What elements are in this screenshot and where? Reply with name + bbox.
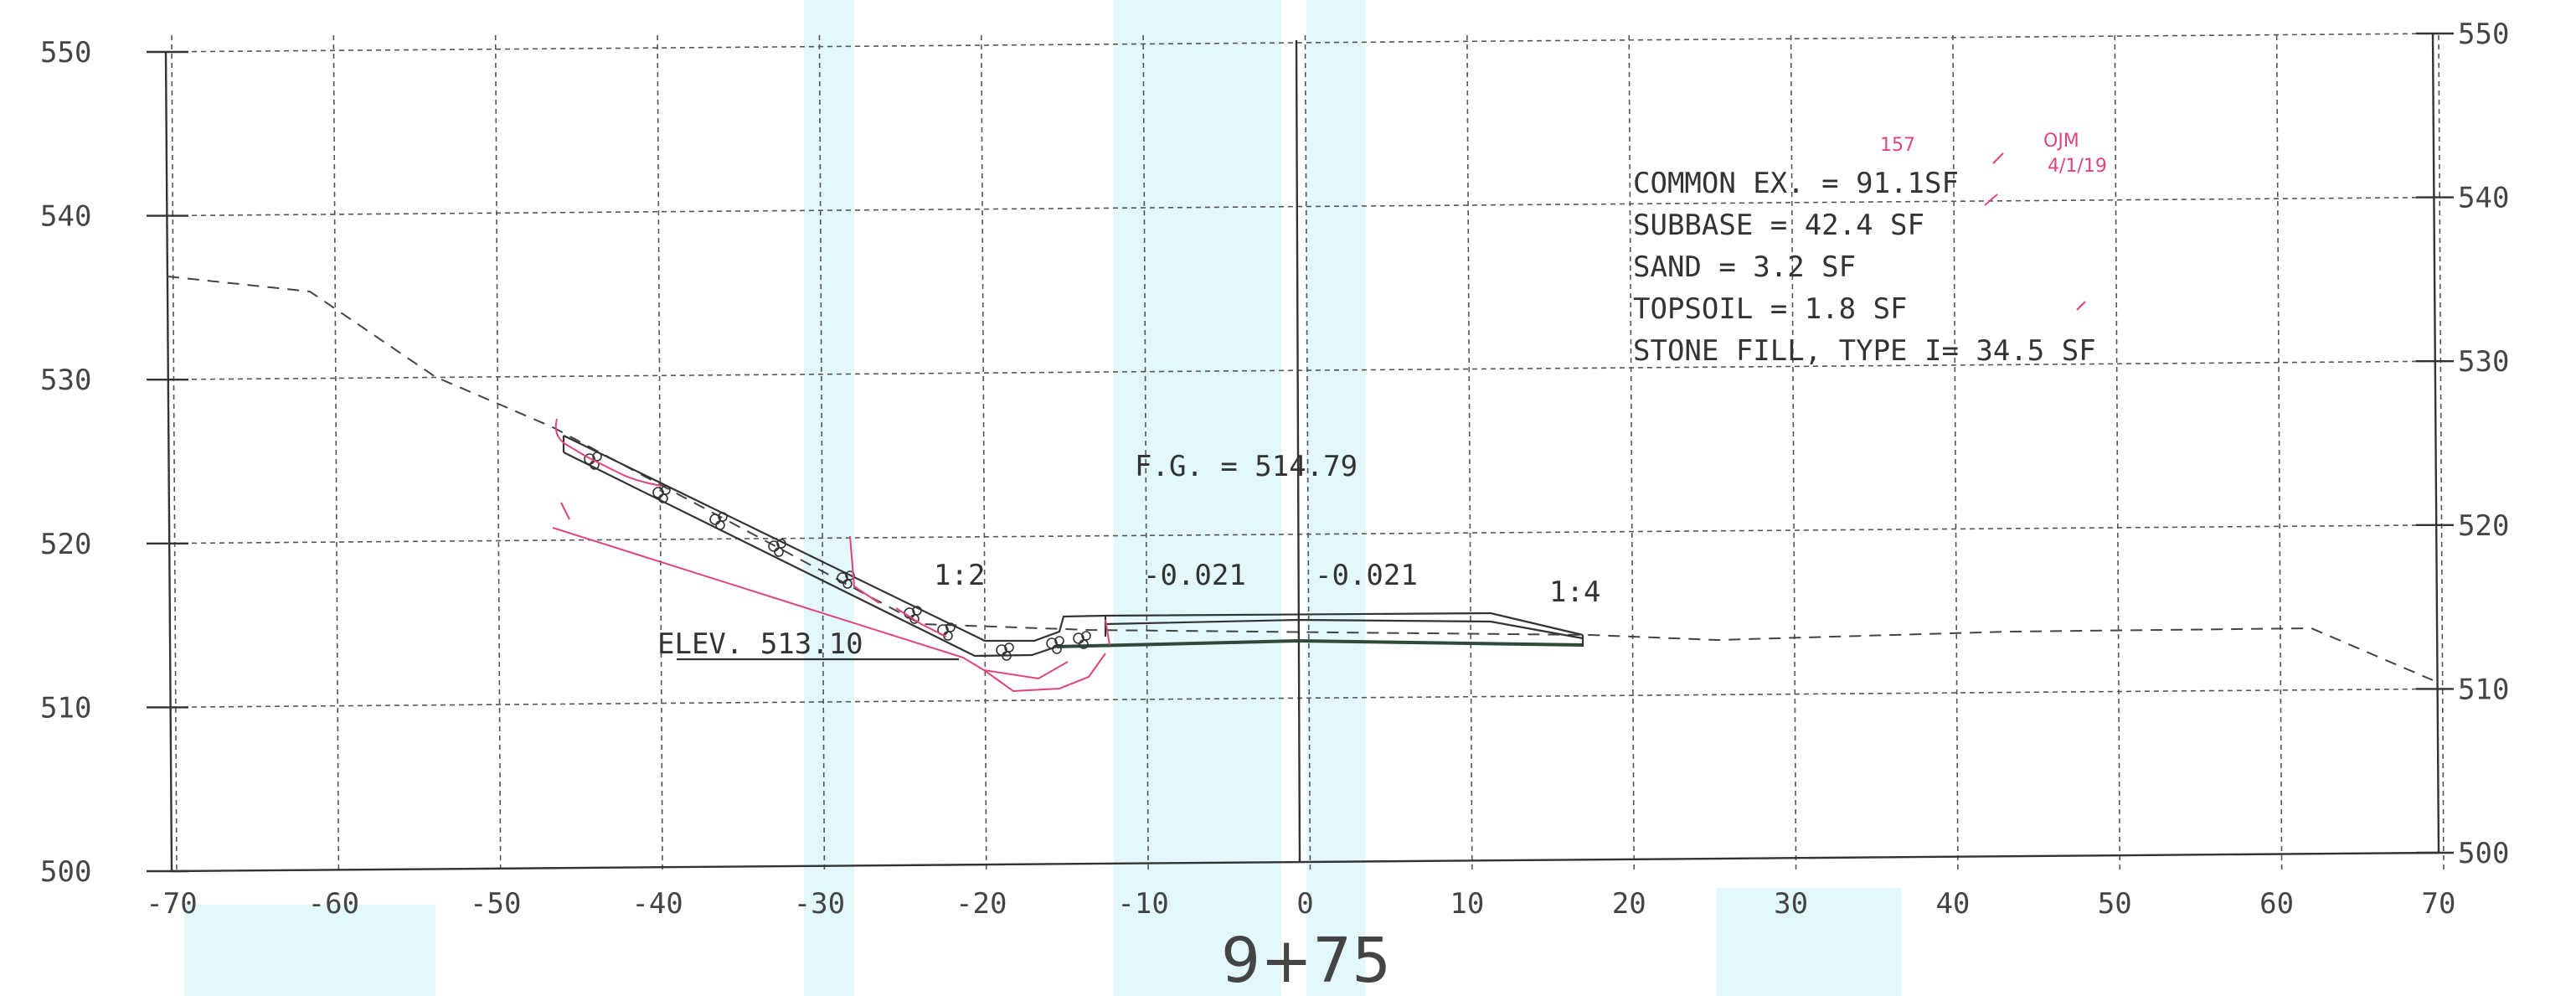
quantity-line: SUBBASE = 42.4 SF: [1633, 209, 1924, 242]
existing-ground-line: [167, 276, 2434, 681]
x-tick-label: -20: [956, 887, 1007, 921]
elevation-label: ELEV. 513.10: [657, 627, 863, 661]
stone-symbol: [937, 622, 956, 641]
slope-right-label: 1:4: [1549, 575, 1600, 609]
stone-symbol: [837, 570, 855, 589]
stone-fill-symbols: [584, 452, 1091, 661]
scan-tint: [184, 0, 1901, 996]
y-tick-label-right: 540: [2458, 182, 2509, 215]
slope-left-label: 1:2: [934, 559, 985, 592]
proposed-section: [562, 435, 1584, 661]
y-tick-label-left: 530: [40, 364, 91, 397]
stone-symbol: [996, 642, 1014, 661]
x-tick-label: 0: [1296, 887, 1313, 921]
x-tick-label: 70: [2422, 887, 2456, 921]
finish-grade-label: F.G. = 514.79: [1135, 450, 1358, 483]
cross-slope-left-label: -0.021: [1143, 559, 1246, 592]
x-tick-label: -60: [308, 887, 359, 921]
x-tick-label: 20: [1612, 887, 1646, 921]
annotations: F.G. = 514.79 1:2 1:4 -0.021 -0.021 ELEV…: [657, 167, 2096, 996]
stone-symbol: [709, 512, 728, 530]
y-tick-label-right: 550: [2458, 18, 2509, 51]
markup-note-date: 4/1/19: [2048, 156, 2107, 177]
y-tick-labels-right: 550 540 530 520 510 500: [2416, 18, 2509, 870]
y-tick-label-right: 520: [2458, 509, 2509, 543]
axis-frame: [164, 33, 2440, 873]
quantity-line: SAND = 3.2 SF: [1633, 250, 1856, 284]
x-tick-label: 10: [1450, 887, 1484, 921]
station-label: 9+75: [1221, 925, 1391, 996]
stone-symbol: [1046, 636, 1064, 654]
y-tick-label-right: 500: [2458, 837, 2509, 870]
x-tick-label: -70: [146, 887, 197, 921]
stone-symbol: [768, 539, 786, 557]
stone-symbol: [1073, 631, 1091, 649]
y-tick-label-right: 530: [2458, 345, 2509, 379]
y-tick-label-left: 510: [40, 691, 91, 725]
x-tick-label: -40: [631, 887, 683, 921]
x-tick-label: 50: [2098, 887, 2132, 921]
y-tick-label-left: 540: [40, 200, 91, 234]
x-tick-labels: -70 -60 -50 -40 -30 -20 -10 0 10 20 30 40 50 60 70: [146, 887, 2455, 921]
markup-redlines: 157 OJM 4/1/19: [552, 131, 2107, 693]
x-tick-label: -50: [470, 887, 521, 921]
cross-slope-right-label: -0.021: [1315, 559, 1418, 592]
y-tick-label-left: 550: [40, 36, 91, 70]
stone-symbol: [904, 606, 922, 624]
x-tick-label: 60: [2259, 887, 2294, 921]
quantity-line: STONE FILL, TYPE I= 34.5 SF: [1633, 334, 2096, 368]
y-tick-label-right: 510: [2458, 673, 2509, 706]
x-tick-label: 40: [1935, 887, 1970, 921]
x-tick-label: -30: [794, 887, 845, 921]
quantity-line: TOPSOIL = 1.8 SF: [1633, 292, 1908, 326]
markup-note-157: 157: [1880, 135, 1915, 156]
y-tick-label-left: 520: [40, 528, 91, 561]
x-tick-label: -10: [1117, 887, 1168, 921]
quantities-table: COMMON EX. = 91.1SF SUBBASE = 42.4 SF SAND…: [1633, 167, 2096, 368]
quantity-line: COMMON EX. = 91.1SF: [1633, 167, 1959, 200]
markup-note-initials: OJM: [2043, 131, 2079, 152]
stone-symbol: [652, 485, 671, 503]
y-tick-label-left: 500: [40, 855, 91, 889]
y-tick-labels-left: 550 540 530 520 510 500: [40, 36, 188, 889]
x-tick-label: 30: [1774, 887, 1808, 921]
